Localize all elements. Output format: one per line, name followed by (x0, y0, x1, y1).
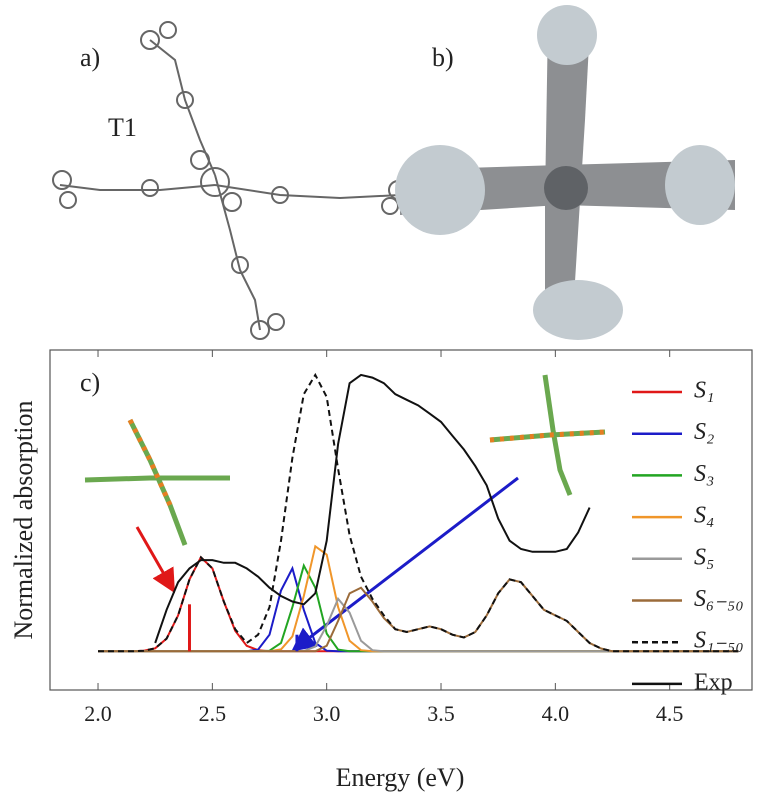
series-line (98, 372, 739, 653)
y-axis-label: Normalized absorption (9, 401, 38, 640)
x-axis-label: Energy (eV) (336, 763, 465, 792)
series-line (98, 562, 739, 653)
x-tick-label: 2.0 (84, 701, 112, 726)
x-tick-label: 3.5 (427, 701, 455, 726)
x-tick-label: 4.0 (542, 701, 570, 726)
panel-label: b) (432, 43, 454, 72)
x-tick-label: 3.0 (313, 701, 341, 726)
legend-label: S₅ (694, 544, 714, 570)
molecule-label: T1 (108, 113, 137, 142)
plot-frame (49, 349, 753, 691)
x-tick-label: 4.5 (656, 701, 684, 726)
arrow (135, 526, 175, 594)
legend-label: S₄ (694, 503, 714, 529)
orbital-inset (84, 374, 606, 546)
x-tick-label: 2.5 (199, 701, 227, 726)
legend-label: S₁₋₅₀ (694, 628, 744, 654)
molecule-space-fill (395, 5, 735, 340)
legend-label: S₂ (694, 419, 714, 445)
series-line (98, 544, 739, 653)
legend-label: S₁ (694, 378, 714, 404)
series-line (98, 578, 739, 653)
legend-label: S₃ (694, 461, 714, 487)
panel-label: a) (80, 43, 100, 72)
panel-label: c) (80, 368, 100, 397)
legend-label: Exp (694, 669, 733, 695)
legend-label: S₆₋₅₀ (694, 586, 744, 612)
series-line (154, 373, 591, 644)
arrow (291, 476, 519, 652)
molecule-sketch (52, 21, 408, 340)
series-line (98, 565, 739, 653)
